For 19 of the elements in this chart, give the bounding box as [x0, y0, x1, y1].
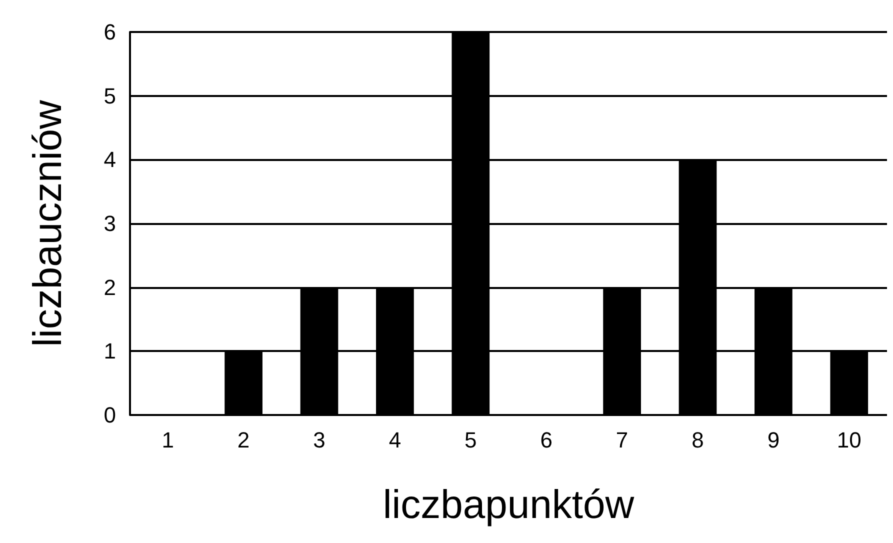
- x-tick-label: 4: [388, 428, 402, 452]
- x-tick-label: 10: [836, 428, 862, 452]
- y-tick-label: 0: [104, 402, 116, 428]
- y-tick-label: 2: [104, 274, 116, 300]
- x-tick-label: 8: [692, 428, 704, 452]
- y-tick-label: 1: [104, 338, 116, 364]
- x-tick-label: 3: [313, 428, 326, 452]
- y-tick-label: 5: [104, 83, 116, 108]
- x-tick-label: 5: [464, 428, 477, 452]
- x-tick-label: 7: [616, 428, 628, 452]
- y-tick-label: 6: [104, 20, 116, 44]
- x-axis-title: liczbapunktów: [382, 483, 634, 527]
- y-tick-label: 4: [104, 147, 116, 172]
- y-axis-title: liczbauczniów: [26, 100, 70, 347]
- y-tick-label: 3: [104, 211, 116, 236]
- x-tick-label: 1: [162, 428, 174, 452]
- x-tick-label: 6: [540, 428, 552, 452]
- x-tick-label: 2: [237, 428, 250, 452]
- x-tick-label: 9: [767, 428, 780, 452]
